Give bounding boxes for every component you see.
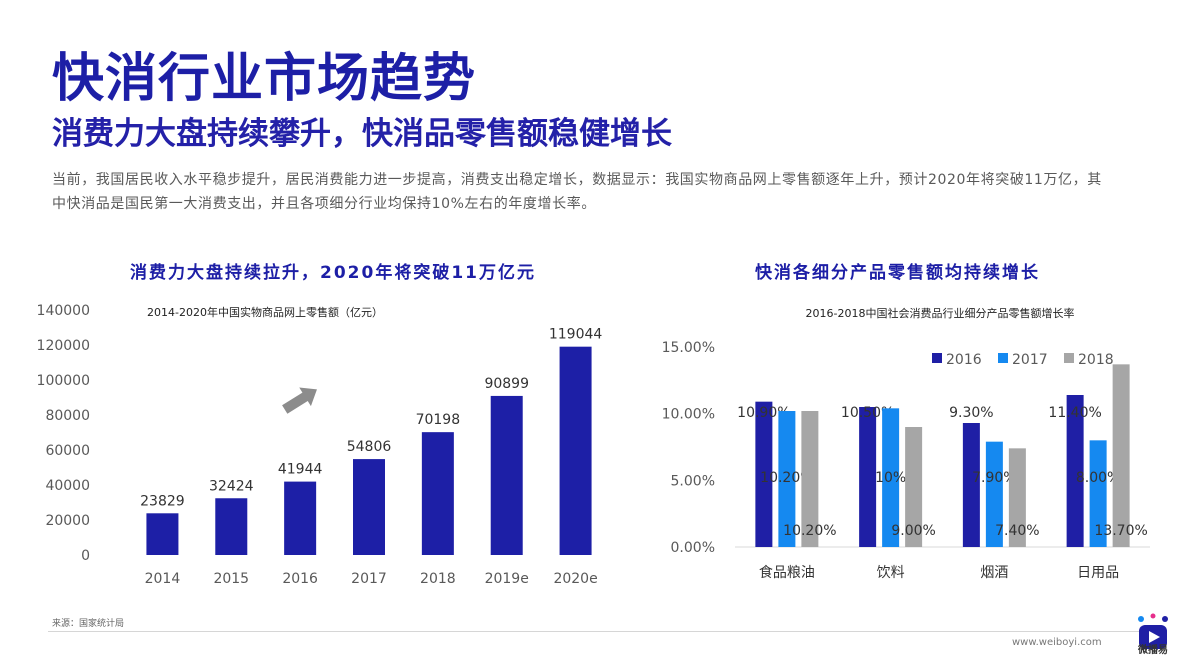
y-tick-label: 10.00% [662, 407, 715, 423]
y-tick-label: 0.00% [671, 540, 715, 556]
trend-arrow-icon [282, 387, 317, 414]
data-label: 13.70% [1094, 523, 1147, 539]
source-note: 来源：国家统计局 [52, 619, 125, 629]
intro-paragraph: 当前，我国居民收入水平稳步提升，居民消费能力进一步提高，消费支出稳定增长，数据显… [52, 172, 1102, 212]
left-chart-heading: 消费力大盘持续拉升，2020年将突破11万亿元 [130, 263, 536, 283]
x-tick-label: 2015 [213, 571, 249, 587]
bar-烟酒-2017 [985, 441, 1003, 547]
bar-2016 [284, 481, 317, 555]
data-label: 10.20% [783, 523, 836, 539]
x-tick-label: 2019e [485, 571, 529, 587]
chart-title: 2014-2020年中国实物商品网上零售额（亿元） [147, 305, 383, 319]
bar-食品粮油-2017 [778, 411, 796, 547]
x-tick-label: 2020e [553, 571, 597, 587]
bar-2020e [559, 346, 592, 555]
online-retail-bar-chart: 2014-2020年中国实物商品网上零售额（亿元） 0 20000 40000 6000… [37, 303, 603, 587]
legend-label: 2016 [946, 352, 982, 368]
page-subtitle: 消费力大盘持续攀升，快消品零售额稳健增长 [52, 116, 672, 152]
data-label: 70198 [416, 412, 461, 428]
bar-日用品-2017 [1089, 440, 1107, 547]
bar-食品粮油-2018 [801, 411, 819, 547]
page-title: 快消行业市场趋势 [52, 49, 477, 109]
fmcg-growth-bar-chart: 2016-2018中国社会消费品行业细分产品零售额增长率 0.00% 5.00% 10… [662, 306, 1150, 581]
data-label: 54806 [347, 439, 392, 455]
data-label: 41944 [278, 462, 323, 478]
website-url[interactable]: www.weiboyi.com [1012, 637, 1102, 648]
y-tick-label: 100000 [37, 373, 90, 389]
bar-食品粮油-2016 [755, 401, 773, 547]
legend-swatch-2018 [1064, 353, 1074, 363]
y-tick-label: 20000 [45, 513, 90, 529]
y-tick-label: 40000 [45, 478, 90, 494]
bar-2015 [215, 498, 248, 555]
y-tick-label: 15.00% [662, 340, 715, 356]
chart-title: 2016-2018中国社会消费品行业细分产品零售额增长率 [806, 306, 1075, 320]
footer-divider [48, 631, 1148, 632]
y-tick-label: 80000 [45, 408, 90, 424]
y-tick-label: 0 [81, 548, 90, 564]
data-label: 11.40% [1048, 405, 1101, 421]
y-tick-label: 5.00% [671, 473, 715, 489]
y-tick-label: 60000 [45, 443, 90, 459]
bar-2018 [421, 432, 454, 555]
bar-2017 [353, 459, 385, 555]
bar-2014 [146, 513, 179, 555]
bar-2019e [490, 395, 523, 555]
bar-饮料-2016 [859, 407, 877, 547]
data-label: 7.90% [972, 470, 1016, 486]
x-tick-label: 食品粮油 [759, 564, 815, 581]
y-tick-label: 140000 [37, 303, 90, 319]
legend-swatch-2017 [998, 353, 1008, 363]
y-tick-label: 120000 [37, 338, 90, 354]
legend-label: 2018 [1078, 352, 1114, 368]
bar-烟酒-2018 [1008, 448, 1026, 547]
weiboyi-logo-icon [1138, 613, 1168, 649]
data-label: 32424 [209, 478, 254, 494]
data-label: 119044 [549, 327, 603, 343]
x-tick-label: 2014 [145, 571, 181, 587]
data-label: 7.40% [995, 523, 1039, 539]
data-label: 10% [875, 470, 906, 486]
x-tick-label: 烟酒 [980, 565, 1008, 581]
bar-日用品-2016 [1066, 395, 1084, 547]
x-tick-label: 2016 [282, 571, 318, 587]
bar-饮料-2018 [905, 427, 923, 547]
bar-烟酒-2016 [962, 423, 980, 547]
right-chart-heading: 快消各细分产品零售额均持续增长 [755, 263, 1040, 283]
x-tick-label: 2018 [420, 571, 456, 587]
data-label: 9.30% [949, 405, 993, 421]
x-tick-label: 2017 [351, 571, 387, 587]
data-label: 8.00% [1076, 470, 1120, 486]
data-label: 90899 [484, 376, 529, 392]
legend-label: 2017 [1012, 352, 1048, 368]
data-label: 10.20% [760, 470, 813, 486]
data-label: 10.50% [841, 405, 894, 421]
data-label: 10.90% [737, 405, 790, 421]
x-tick-label: 日用品 [1077, 565, 1119, 581]
data-label: 23829 [140, 493, 185, 509]
logo-text: 微播易 [1138, 645, 1168, 656]
x-tick-label: 饮料 [877, 565, 905, 581]
data-label: 9.00% [891, 523, 935, 539]
legend-swatch-2016 [932, 353, 942, 363]
bar-日用品-2018 [1112, 364, 1130, 547]
bar-饮料-2017 [882, 408, 900, 547]
